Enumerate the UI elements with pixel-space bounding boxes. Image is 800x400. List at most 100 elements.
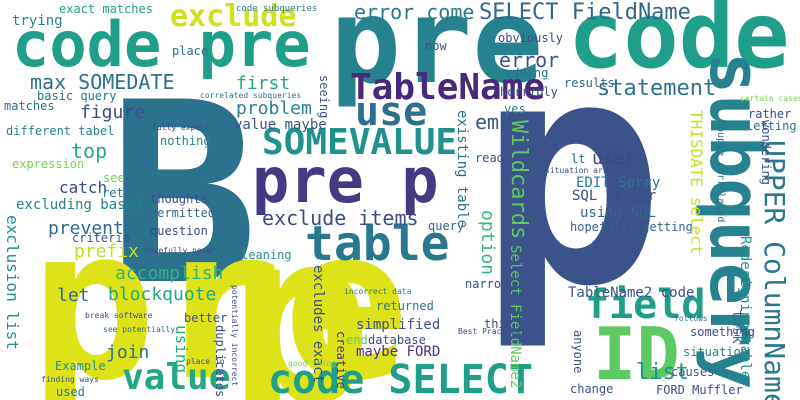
word-user-29: user	[592, 148, 636, 169]
word-rather-84: rather	[748, 107, 792, 121]
word-field-13: field	[585, 282, 706, 328]
word-hopefully-never-111: hopefully never	[144, 246, 217, 255]
word-exact-matches-74: exact matches	[59, 2, 153, 16]
word-read-90: read	[475, 151, 504, 165]
word-code-subqueries-75: code subqueries	[236, 4, 318, 14]
word-let-35: let	[57, 285, 90, 306]
word-code-5: code	[568, 0, 790, 89]
word-statement-23: statement	[597, 76, 717, 101]
word-situation-94: situation	[683, 345, 749, 359]
word-narrow-61: narrow	[465, 277, 509, 291]
word-database-52: database	[368, 333, 426, 347]
word-first-25: first	[236, 73, 291, 94]
word-finding-ways-110: finding ways	[41, 375, 99, 384]
word-good-thing-117: good thing	[288, 359, 337, 368]
word-thoughts-63: thoughts	[150, 192, 208, 206]
word-p-0: p	[478, 0, 665, 355]
word-hopefully-getting-46: hopefully getting	[570, 220, 693, 234]
word-couple-correlated-92: couple correlated	[715, 120, 726, 223]
word-row-89: row	[600, 140, 622, 154]
word-certain-cases-115: certain cases	[740, 94, 800, 103]
word-code-select-15: code SELECT	[268, 357, 533, 400]
word-select-fieldname-19: SELECT FieldName	[479, 0, 691, 25]
word-wildcards-57: Wildcards	[506, 120, 531, 240]
word-join-37: join	[106, 342, 150, 363]
word-break-software-108: break software	[85, 311, 153, 320]
word-sql-server-43: SQL Server	[572, 188, 657, 204]
word-creative-71: creative	[334, 331, 348, 389]
word-option-58: option	[477, 210, 498, 276]
word-end-72: end	[346, 333, 368, 347]
word-causes-95: causes	[671, 365, 715, 379]
word-using-sql-44: using SQL	[580, 205, 656, 221]
word-redesigning-table-86: Redesigning table	[737, 236, 753, 380]
word-problem-26: problem	[236, 98, 312, 119]
word-better-68: better	[184, 311, 228, 325]
word-see-potentially-109: see potentially	[103, 325, 176, 334]
word-return-104: return	[102, 186, 146, 200]
word-obviously-77: obviously	[498, 31, 564, 45]
word-wondering-87: wondering	[759, 120, 773, 186]
word-query-62: query	[428, 219, 465, 233]
word-trying-73: trying	[12, 13, 63, 29]
word-fully-expect-106: fully expect	[152, 123, 210, 132]
word-use-11: use	[355, 89, 428, 135]
word-catch-31: catch	[59, 178, 108, 197]
word-excludes-exact-60: excludes exact	[310, 265, 326, 384]
word-list-48: list	[636, 360, 689, 385]
word-tablename2-code-47: TableName2 code	[568, 285, 695, 301]
word-blockquote-36: blockquote	[108, 284, 217, 305]
word-matches-101: matches	[4, 99, 55, 113]
word-exclusion-list-42: exclusion list	[3, 215, 22, 350]
word-somevalue-9: SOMEVALUE	[262, 122, 458, 163]
word-correlated-subqueries-107: correlated subqueries	[200, 91, 302, 100]
word-basic-query-41: basic query	[37, 89, 117, 103]
word-duplicates-70: duplicates	[213, 325, 227, 398]
word-excluding-based-39: excluding based	[16, 197, 143, 213]
word-incorrect-data-113: incorrect data	[344, 287, 412, 296]
word-change-98: change	[570, 382, 614, 396]
word-pre-2: pre	[30, 182, 410, 400]
word-exclude-items-21: exclude items	[262, 206, 419, 230]
word-value-14: value	[122, 357, 231, 398]
word-id-16: ID	[593, 312, 680, 396]
word-simplified-51: simplified	[356, 317, 441, 333]
word-returned-53: returned	[376, 299, 434, 313]
word-place-76: place	[172, 44, 209, 58]
word-leaning-67: leaning	[241, 248, 292, 262]
word-top-28: top	[71, 139, 108, 163]
word-expression-102: expression	[12, 157, 85, 171]
word-permitted-64: permitted	[150, 206, 216, 220]
word-p-3: p	[228, 178, 373, 400]
word-upper-columnname-18: UPPER ColumnName	[758, 140, 791, 400]
word-pre-p-8: pre p	[252, 144, 439, 217]
word-existing-table-59: existing table	[454, 110, 470, 229]
word-anyone-97: anyone	[571, 330, 585, 374]
word-task-93: task	[729, 310, 745, 344]
word-tablename-10: TableName	[350, 67, 546, 108]
word-criteria-105: criteria	[72, 231, 130, 245]
word-exclude-7: exclude	[170, 0, 297, 34]
word-table-12: table	[305, 216, 450, 272]
word-figure-27: figure	[80, 102, 146, 123]
word-seeing-83: seeing	[317, 75, 331, 119]
word-adding-79: adding	[505, 66, 549, 80]
word-follows-it-116: follows it	[674, 314, 723, 323]
word-letting-85: letting	[746, 119, 797, 133]
word-best-practices-114: Best Practices	[458, 327, 526, 336]
word-error-24: error	[499, 48, 560, 72]
word-situation-arises-91: situation arises	[545, 166, 623, 175]
word-example-100: Example	[55, 359, 106, 373]
word-subquery-17: subquery	[694, 52, 776, 390]
word-b-1: B	[108, 49, 259, 340]
word-maybe-ford-50: maybe FORD	[356, 344, 441, 360]
word-see-103: see	[103, 171, 125, 185]
word-now-78: now	[425, 39, 447, 53]
word-edit-sorry-45: EDIT Sorry	[576, 175, 661, 191]
word-yes-82: yes	[504, 102, 526, 116]
word-nothing-66: nothing	[160, 134, 211, 148]
word-using-69: using	[172, 325, 191, 374]
word-select-fieldname2-55: Select FieldName2	[507, 245, 523, 389]
word-think-54: think	[484, 317, 521, 331]
